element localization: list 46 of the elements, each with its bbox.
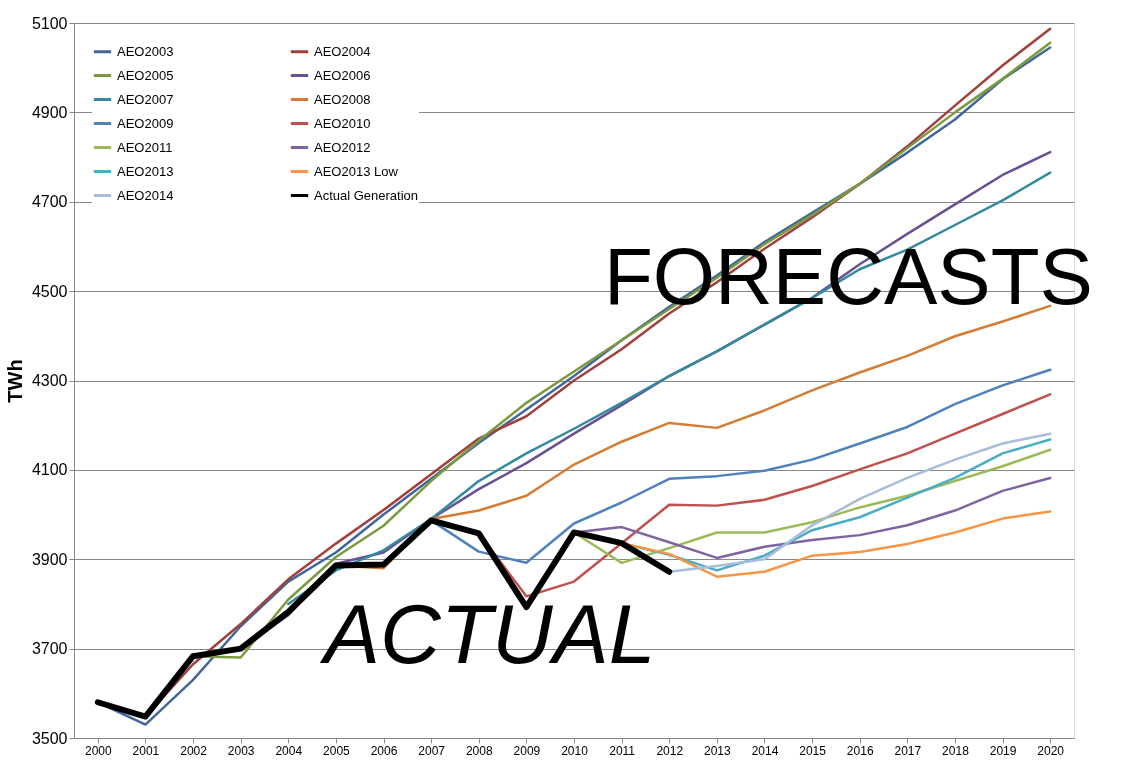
legend-label: AEO2003: [117, 43, 174, 59]
x-tick-label: 2013: [704, 743, 732, 758]
y-tick-label: 4700: [31, 193, 68, 211]
x-tick-label: 2001: [132, 743, 160, 758]
y-tick-label: 3500: [31, 729, 68, 747]
x-tick-label: 2004: [275, 743, 303, 758]
legend-label: AEO2009: [117, 115, 174, 131]
legend-label: AEO2013 Low: [314, 163, 399, 179]
x-tick-label: 2010: [561, 743, 589, 758]
x-tick-label: 2017: [894, 743, 922, 758]
annotation: ACTUAL: [319, 586, 656, 681]
y-tick-label: 3700: [31, 640, 68, 658]
x-tick-label: 2012: [656, 743, 684, 758]
y-tick-label: 3900: [31, 550, 68, 568]
y-tick-label: 4900: [31, 103, 68, 121]
x-tick-label: 2019: [989, 743, 1017, 758]
x-tick-label: 2016: [846, 743, 874, 758]
y-tick-label: 4100: [31, 461, 68, 479]
legend-label: Actual Generation: [314, 187, 419, 203]
legend-label: AEO2008: [314, 91, 371, 107]
legend-label: AEO2007: [117, 91, 174, 107]
x-tick-label: 2014: [751, 743, 779, 758]
x-tick-label: 2015: [799, 743, 827, 758]
legend-label: AEO2011: [117, 139, 173, 155]
legend-label: AEO2004: [314, 43, 371, 59]
x-tick-label: 2009: [513, 743, 541, 758]
legend-label: AEO2006: [314, 67, 371, 83]
legend-label: AEO2014: [117, 187, 174, 203]
x-tick-label: 2020: [1037, 743, 1065, 758]
legend-label: AEO2012: [314, 139, 371, 155]
x-tick-label: 2011: [609, 743, 636, 758]
legend-label: AEO2010: [314, 115, 371, 131]
legend-label: AEO2013: [117, 163, 174, 179]
x-tick-label: 2006: [370, 743, 398, 758]
y-tick-label: 4500: [31, 282, 68, 300]
x-tick-label: 2018: [942, 743, 970, 758]
x-tick-label: 2002: [180, 743, 208, 758]
x-tick-label: 2008: [465, 743, 493, 758]
y-axis-title: TWh: [3, 359, 26, 403]
x-tick-label: 2005: [323, 743, 351, 758]
y-tick-label: 4300: [31, 372, 68, 389]
legend-label: AEO2005: [117, 67, 174, 83]
y-tick-label: 5100: [31, 14, 68, 32]
x-tick-label: 2003: [227, 743, 255, 758]
x-tick-label: 2007: [418, 743, 446, 758]
x-tick-label: 2000: [84, 743, 112, 758]
